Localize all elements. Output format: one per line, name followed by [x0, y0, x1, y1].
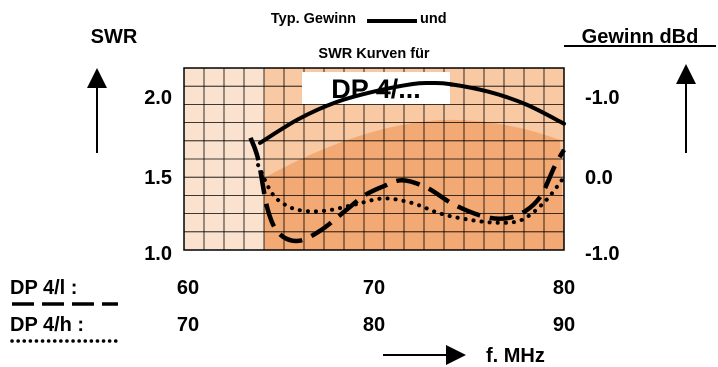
series-line-solid — [258, 80, 566, 145]
y-left-tick-label: 2.0 — [144, 87, 172, 109]
y-left-ticks: 2.0 1.5 1.0 — [144, 87, 172, 265]
x-tick-label: 80 — [553, 277, 575, 299]
x-tick-label: 90 — [553, 314, 575, 336]
x-axis-rows: DP 4/l : 60 70 80 DP 4/h : 70 80 90 — [10, 277, 575, 343]
x-axis-label: f. MHz — [486, 345, 545, 367]
x-tick-label: 70 — [363, 277, 385, 299]
x-row-name: DP 4/h : — [10, 314, 84, 336]
series-layer — [248, 80, 566, 244]
y-left-tick-label: 1.0 — [144, 243, 172, 265]
title-line-1: Typ. Gewinn — [271, 11, 356, 27]
y-left-label: SWR — [91, 26, 138, 48]
plot-border — [183, 67, 565, 251]
y-left-tick-label: 1.5 — [144, 167, 172, 189]
title-line-2: SWR Kurven für — [318, 46, 430, 62]
series-line-dotted — [256, 163, 566, 225]
x-tick-label: 80 — [363, 314, 385, 336]
y-right-tick-label: -1.0 — [585, 243, 619, 265]
model-label-box — [302, 72, 450, 104]
x-row-name: DP 4/l : — [10, 277, 77, 299]
title-und: und — [420, 11, 447, 27]
y-right-ticks: -1.0 0.0 -1.0 — [585, 87, 619, 265]
y-right-tick-label: 0.0 — [585, 167, 613, 189]
y-right-label: Gewinn dBd — [582, 26, 699, 48]
series-line-dashed — [248, 136, 566, 244]
x-tick-label: 70 — [177, 314, 199, 336]
y-right-tick-label: -1.0 — [585, 87, 619, 109]
x-tick-label: 60 — [177, 277, 199, 299]
